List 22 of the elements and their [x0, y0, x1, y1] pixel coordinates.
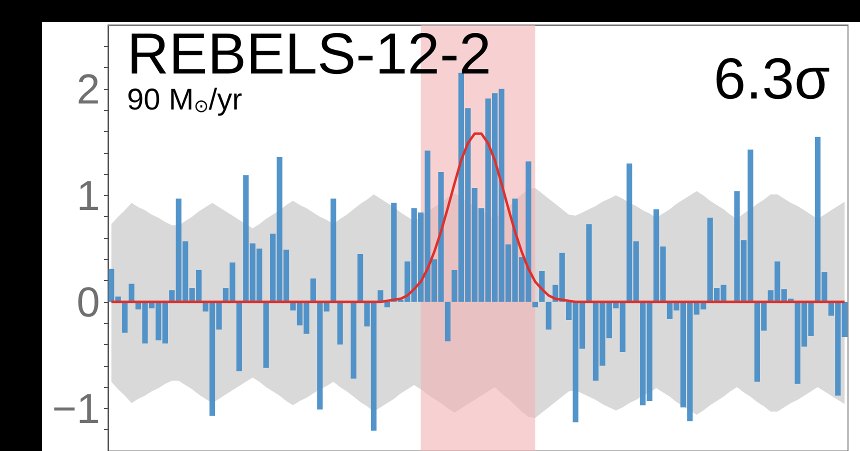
bar	[586, 224, 592, 302]
bar	[122, 302, 128, 333]
bar	[236, 302, 242, 372]
text: 90 M⊙/yr	[127, 84, 242, 116]
bar	[357, 254, 364, 302]
bar	[330, 198, 336, 302]
line-series	[110, 132, 846, 304]
bar	[384, 302, 390, 308]
y-tick-label: −1	[52, 384, 100, 432]
y-tick-label: 0	[76, 278, 100, 326]
bar	[310, 278, 316, 302]
y-tick-label: 2	[76, 65, 100, 112]
bar	[350, 302, 356, 379]
annotation: 6.3σ	[714, 46, 830, 112]
bar	[337, 302, 343, 344]
bar	[128, 284, 134, 302]
bar	[263, 302, 269, 368]
bar	[546, 302, 552, 330]
y-tick-label: 1	[76, 172, 100, 219]
bar	[532, 302, 538, 308]
chart-title: REBELS-12-2	[127, 22, 492, 86]
bar	[444, 302, 451, 342]
